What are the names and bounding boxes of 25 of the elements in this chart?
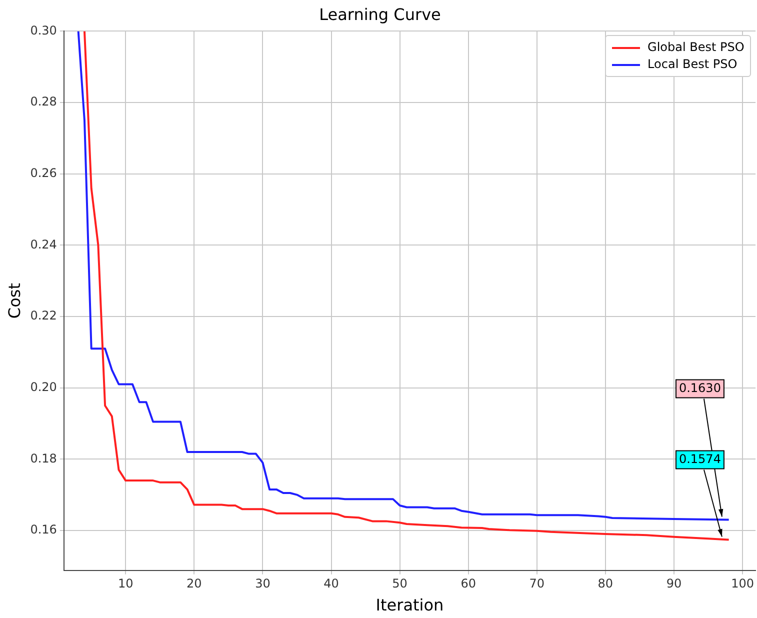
chart-title: Learning Curve	[319, 4, 441, 24]
y-tick-label: 0.26	[30, 166, 57, 180]
legend-label: Local Best PSO	[648, 56, 738, 74]
annotation: 0.1630	[678, 380, 721, 395]
x-tick-label: 70	[529, 576, 545, 591]
x-tick-label: 80	[598, 576, 614, 591]
x-tick-label: 90	[666, 576, 682, 591]
x-tick-label: 40	[324, 576, 339, 591]
y-tick-label: 0.28	[30, 94, 57, 109]
y-tick-label: 0.16	[30, 522, 57, 537]
y-tick-label: 0.24	[30, 237, 57, 252]
x-tick-label: 100	[731, 576, 754, 591]
y-tick-label: 0.22	[30, 308, 57, 323]
x-tick-label: 50	[392, 576, 408, 591]
x-axis-title: Iteration	[376, 596, 444, 615]
y-axis-title: Cost	[4, 283, 24, 319]
y-tick-label: 0.18	[30, 451, 57, 466]
x-tick-label: 30	[255, 576, 270, 591]
y-tick-label: 0.20	[30, 380, 57, 394]
y-tick-label: 0.30	[30, 23, 57, 38]
x-tick-label: 20	[186, 576, 202, 591]
x-tick-label: 60	[460, 576, 476, 591]
x-tick-label: 10	[118, 576, 134, 591]
legend-label: Global Best PSO	[648, 39, 744, 56]
annotation: 0.1574	[678, 452, 721, 466]
